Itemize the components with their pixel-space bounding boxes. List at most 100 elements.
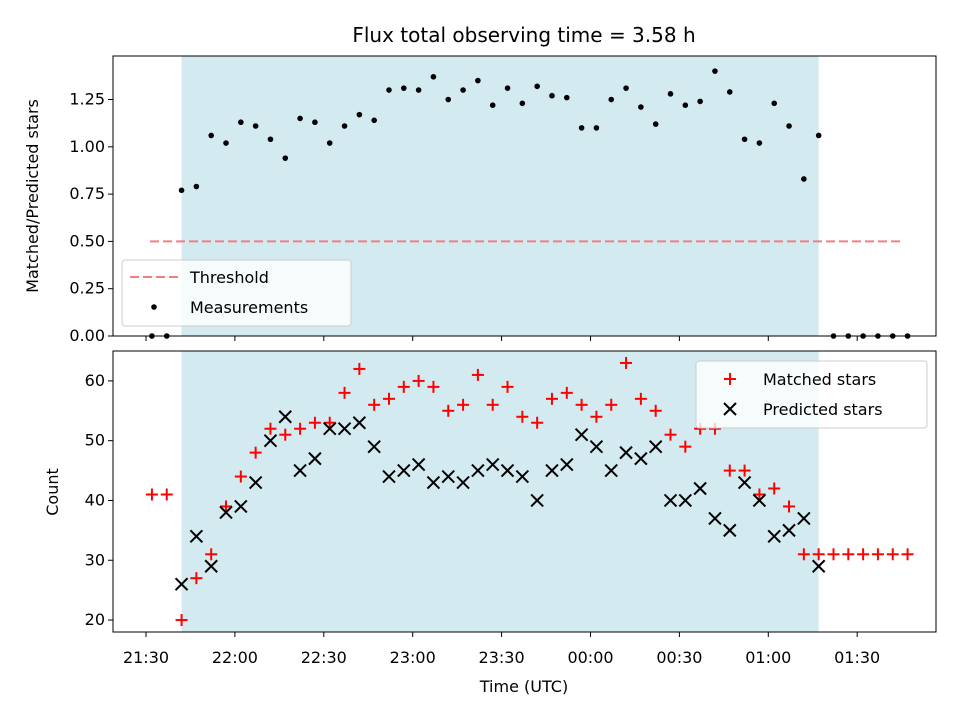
predicted-star-point bbox=[767, 529, 781, 544]
legend-matched-swatch bbox=[724, 373, 736, 385]
measurement-point bbox=[534, 83, 540, 90]
bottom-ytick-label: 60 bbox=[85, 371, 105, 390]
matched-star-point bbox=[294, 422, 307, 435]
matched-star-point bbox=[412, 374, 425, 387]
matched-star-point bbox=[901, 548, 914, 561]
predicted-star-point bbox=[174, 577, 189, 591]
xtick-label: 21:30 bbox=[123, 648, 169, 667]
measurement-point bbox=[460, 87, 466, 93]
predicted-star-point bbox=[782, 523, 796, 538]
xtick-label: 22:30 bbox=[301, 648, 347, 667]
predicted-star-point bbox=[811, 559, 826, 573]
predicted-star-point bbox=[397, 463, 411, 478]
measurement-point bbox=[801, 176, 807, 182]
predicted-star-point bbox=[471, 463, 485, 478]
measurement-point bbox=[326, 140, 333, 146]
predicted-star-point bbox=[574, 427, 589, 442]
matched-star-point bbox=[160, 488, 173, 501]
measurement-point bbox=[193, 183, 200, 190]
matched-star-point bbox=[886, 548, 899, 561]
legend-predicted-swatch bbox=[723, 402, 737, 416]
predicted-star-point bbox=[752, 493, 767, 508]
measurement-point bbox=[771, 100, 778, 107]
matched-star-point bbox=[797, 548, 810, 561]
measurement-point bbox=[786, 123, 792, 129]
top-legend: Threshold Measurements bbox=[121, 259, 352, 327]
matched-star-point bbox=[338, 386, 351, 399]
bottom-panel: 20 30 40 50 60 21:30 22:00 22:30 23:00 23:30 00:00… bbox=[85, 350, 937, 667]
measurement-point bbox=[741, 136, 748, 143]
legend-predicted-label: Predicted stars bbox=[763, 400, 883, 419]
matched-star-point bbox=[664, 428, 677, 441]
measurement-point bbox=[341, 123, 348, 129]
predicted-star-point bbox=[797, 511, 811, 526]
matched-star-point bbox=[590, 410, 603, 423]
measurement-point bbox=[267, 136, 274, 143]
bottom-ytick-label: 20 bbox=[85, 610, 105, 629]
top-ytick-label: 0.75 bbox=[69, 184, 105, 203]
predicted-star-point bbox=[634, 451, 648, 466]
legend-measurements-swatch bbox=[151, 304, 157, 310]
measurement-point bbox=[549, 92, 555, 99]
matched-star-point bbox=[812, 548, 825, 561]
matched-star-point bbox=[145, 488, 158, 501]
measurement-point bbox=[563, 94, 570, 101]
predicted-star-point bbox=[382, 469, 396, 484]
predicted-star-point bbox=[263, 433, 278, 448]
predicted-star-point bbox=[678, 493, 693, 508]
measurement-point bbox=[608, 96, 615, 103]
top-ytick-label: 1.25 bbox=[69, 90, 105, 109]
predicted-star-point bbox=[663, 493, 678, 508]
top-ytick-label: 0.00 bbox=[69, 326, 105, 345]
measurement-point bbox=[401, 85, 407, 91]
measurement-point bbox=[356, 111, 363, 118]
predicted-star-point bbox=[204, 559, 218, 573]
measurement-point bbox=[652, 121, 659, 127]
top-panel: 0.00 0.25 0.50 0.75 1.00 1.25 Threshold Measure… bbox=[69, 55, 937, 345]
matched-star-point bbox=[501, 380, 514, 393]
chart-title: Flux total observing time = 3.58 h bbox=[352, 23, 695, 47]
matched-star-point bbox=[234, 470, 247, 483]
measurement-point bbox=[252, 123, 259, 129]
matched-star-point bbox=[323, 416, 336, 429]
predicted-star-point bbox=[723, 523, 737, 538]
measurement-point bbox=[667, 91, 674, 97]
measurement-point bbox=[297, 115, 303, 122]
measurement-point bbox=[623, 85, 629, 91]
predicted-star-point bbox=[500, 463, 515, 478]
legend-threshold-label: Threshold bbox=[189, 268, 269, 287]
measurement-point bbox=[489, 102, 496, 108]
measurement-point bbox=[223, 140, 229, 146]
bottom-legend: Matched stars Predicted stars bbox=[695, 360, 928, 429]
matched-star-point bbox=[249, 446, 262, 459]
matched-star-point bbox=[620, 356, 633, 369]
matched-star-point bbox=[205, 548, 218, 561]
measurement-point bbox=[208, 132, 214, 139]
xtick-label: 22:00 bbox=[212, 648, 258, 667]
measurement-point bbox=[682, 102, 689, 108]
measurement-point bbox=[178, 187, 185, 194]
xtick-label: 23:30 bbox=[479, 648, 525, 667]
predicted-star-point bbox=[219, 505, 233, 520]
predicted-star-point bbox=[485, 457, 500, 472]
measurement-point bbox=[697, 98, 703, 105]
measurement-point bbox=[386, 87, 392, 93]
matched-star-point bbox=[264, 422, 277, 435]
predicted-star-point bbox=[234, 499, 248, 514]
predicted-star-point bbox=[619, 445, 633, 460]
matched-star-point bbox=[486, 398, 499, 411]
measurement-point bbox=[638, 104, 644, 110]
predicted-star-point bbox=[648, 439, 663, 454]
predicted-star-point bbox=[589, 439, 604, 454]
matched-star-point bbox=[382, 392, 395, 405]
predicted-star-point bbox=[693, 481, 707, 496]
matched-star-point bbox=[575, 398, 588, 411]
matched-star-point bbox=[368, 398, 381, 411]
matched-star-point bbox=[457, 398, 470, 411]
xtick-label: 01:30 bbox=[834, 648, 880, 667]
matched-star-point bbox=[783, 500, 796, 513]
measurement-point bbox=[415, 87, 422, 93]
predicted-star-point bbox=[248, 475, 263, 490]
measurement-point bbox=[726, 89, 733, 95]
predicted-star-point bbox=[337, 422, 352, 436]
